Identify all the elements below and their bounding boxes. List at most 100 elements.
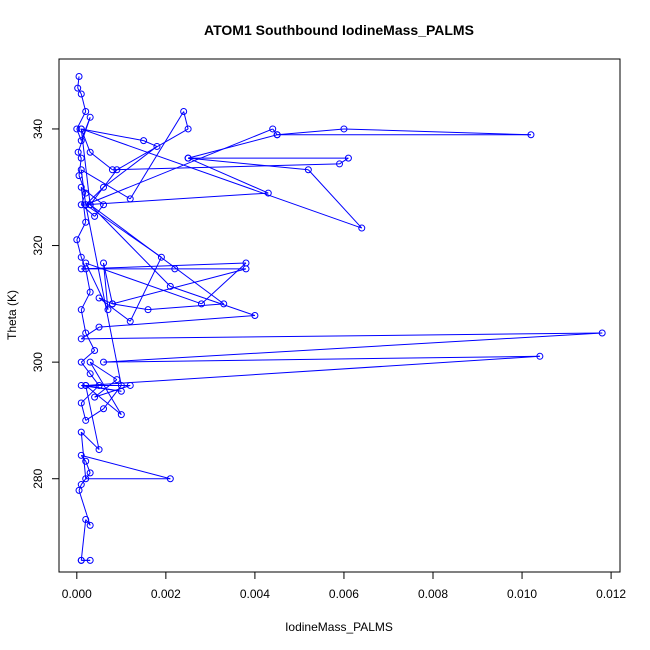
- data-point: [344, 154, 352, 162]
- x-tick-label: 0.010: [507, 587, 537, 601]
- data-point: [95, 446, 103, 454]
- data-point: [75, 486, 83, 494]
- series-segment: [103, 332, 603, 363]
- data-point: [82, 189, 90, 197]
- x-tick-label: 0.000: [62, 587, 92, 601]
- series-segment: [343, 128, 531, 136]
- series-segment: [80, 385, 100, 404]
- y-axis: 280 300 320 340: [31, 119, 60, 489]
- data-point: [153, 142, 161, 150]
- series-layer: [73, 72, 606, 564]
- data-point: [117, 411, 125, 419]
- data-point: [77, 481, 85, 489]
- series-segment: [103, 262, 109, 310]
- data-point: [82, 457, 90, 465]
- series-segment: [187, 134, 278, 159]
- data-point: [77, 399, 85, 407]
- data-point: [108, 300, 116, 308]
- series-segment: [81, 454, 171, 480]
- data-point: [126, 195, 134, 203]
- data-point: [100, 358, 108, 366]
- data-point: [82, 381, 90, 389]
- series-segment: [81, 262, 247, 270]
- data-point: [251, 312, 259, 319]
- data-point: [77, 306, 85, 314]
- series-segment: [89, 151, 113, 171]
- series-segment: [201, 262, 247, 305]
- data-point: [77, 253, 85, 261]
- data-point: [220, 300, 228, 308]
- series-segment: [187, 157, 269, 194]
- series-segment: [80, 257, 87, 270]
- data-point: [108, 166, 116, 174]
- series-segment: [85, 519, 91, 526]
- data-point: [86, 469, 94, 477]
- series-segment: [112, 268, 247, 305]
- data-point: [166, 282, 174, 290]
- series-segment: [188, 157, 309, 171]
- series-segment: [94, 384, 131, 398]
- series-segment: [81, 128, 362, 229]
- data-point: [91, 393, 99, 401]
- series-segment: [85, 262, 202, 305]
- data-point: [157, 253, 165, 261]
- series-segment: [89, 373, 100, 386]
- y-tick-label: 320: [31, 235, 45, 255]
- data-point: [242, 265, 250, 273]
- data-point: [100, 259, 108, 267]
- data-point: [117, 387, 125, 395]
- y-axis-label: Theta (K): [5, 290, 19, 340]
- data-point: [77, 451, 85, 459]
- series-segment: [103, 355, 540, 363]
- x-axis: 0.000 0.002 0.004 0.006 0.008 0.010 0.012: [62, 571, 626, 601]
- series-segment: [98, 297, 113, 305]
- data-point: [140, 137, 148, 145]
- series-segment: [80, 128, 91, 153]
- series-segment: [143, 140, 158, 147]
- data-point: [86, 201, 94, 209]
- data-point: [126, 381, 134, 389]
- data-point: [86, 370, 94, 378]
- series-segment: [80, 187, 87, 223]
- data-point: [82, 516, 90, 524]
- series-segment: [80, 472, 91, 485]
- series-segment: [339, 157, 349, 165]
- x-tick-label: 0.004: [240, 587, 270, 601]
- data-point: [77, 265, 85, 273]
- data-point: [82, 329, 90, 337]
- x-axis-label: IodineMass_PALMS: [285, 620, 393, 634]
- y-tick-label: 300: [31, 352, 45, 372]
- series-segment: [80, 431, 100, 450]
- series-segment: [103, 146, 158, 188]
- series-segment: [89, 204, 225, 305]
- series-segment: [81, 332, 603, 340]
- series-segment: [85, 268, 91, 293]
- series-segment: [85, 128, 273, 206]
- data-point: [77, 358, 85, 366]
- data-point: [73, 125, 81, 133]
- series-segment: [80, 361, 91, 375]
- series-segment: [272, 128, 278, 136]
- series-segment: [89, 361, 118, 381]
- data-point: [86, 113, 94, 121]
- data-point: [104, 306, 112, 314]
- series-segment: [85, 408, 104, 421]
- series-segment: [80, 455, 87, 462]
- data-point: [91, 346, 99, 354]
- series-segment: [85, 204, 122, 386]
- series-segment: [80, 519, 87, 561]
- series-segment: [80, 432, 87, 479]
- data-point: [74, 84, 82, 92]
- chart-title: ATOM1 Southbound IodineMass_PALMS: [204, 22, 474, 38]
- series-segment: [77, 76, 80, 89]
- series-segment: [85, 461, 91, 474]
- data-point: [536, 352, 544, 360]
- data-point: [77, 166, 85, 174]
- series-segment: [148, 303, 224, 311]
- series-segment: [81, 128, 144, 142]
- data-point: [171, 265, 179, 273]
- series-segment: [94, 204, 104, 217]
- series-segment: [85, 355, 540, 386]
- data-point: [77, 137, 85, 145]
- data-point: [144, 306, 152, 314]
